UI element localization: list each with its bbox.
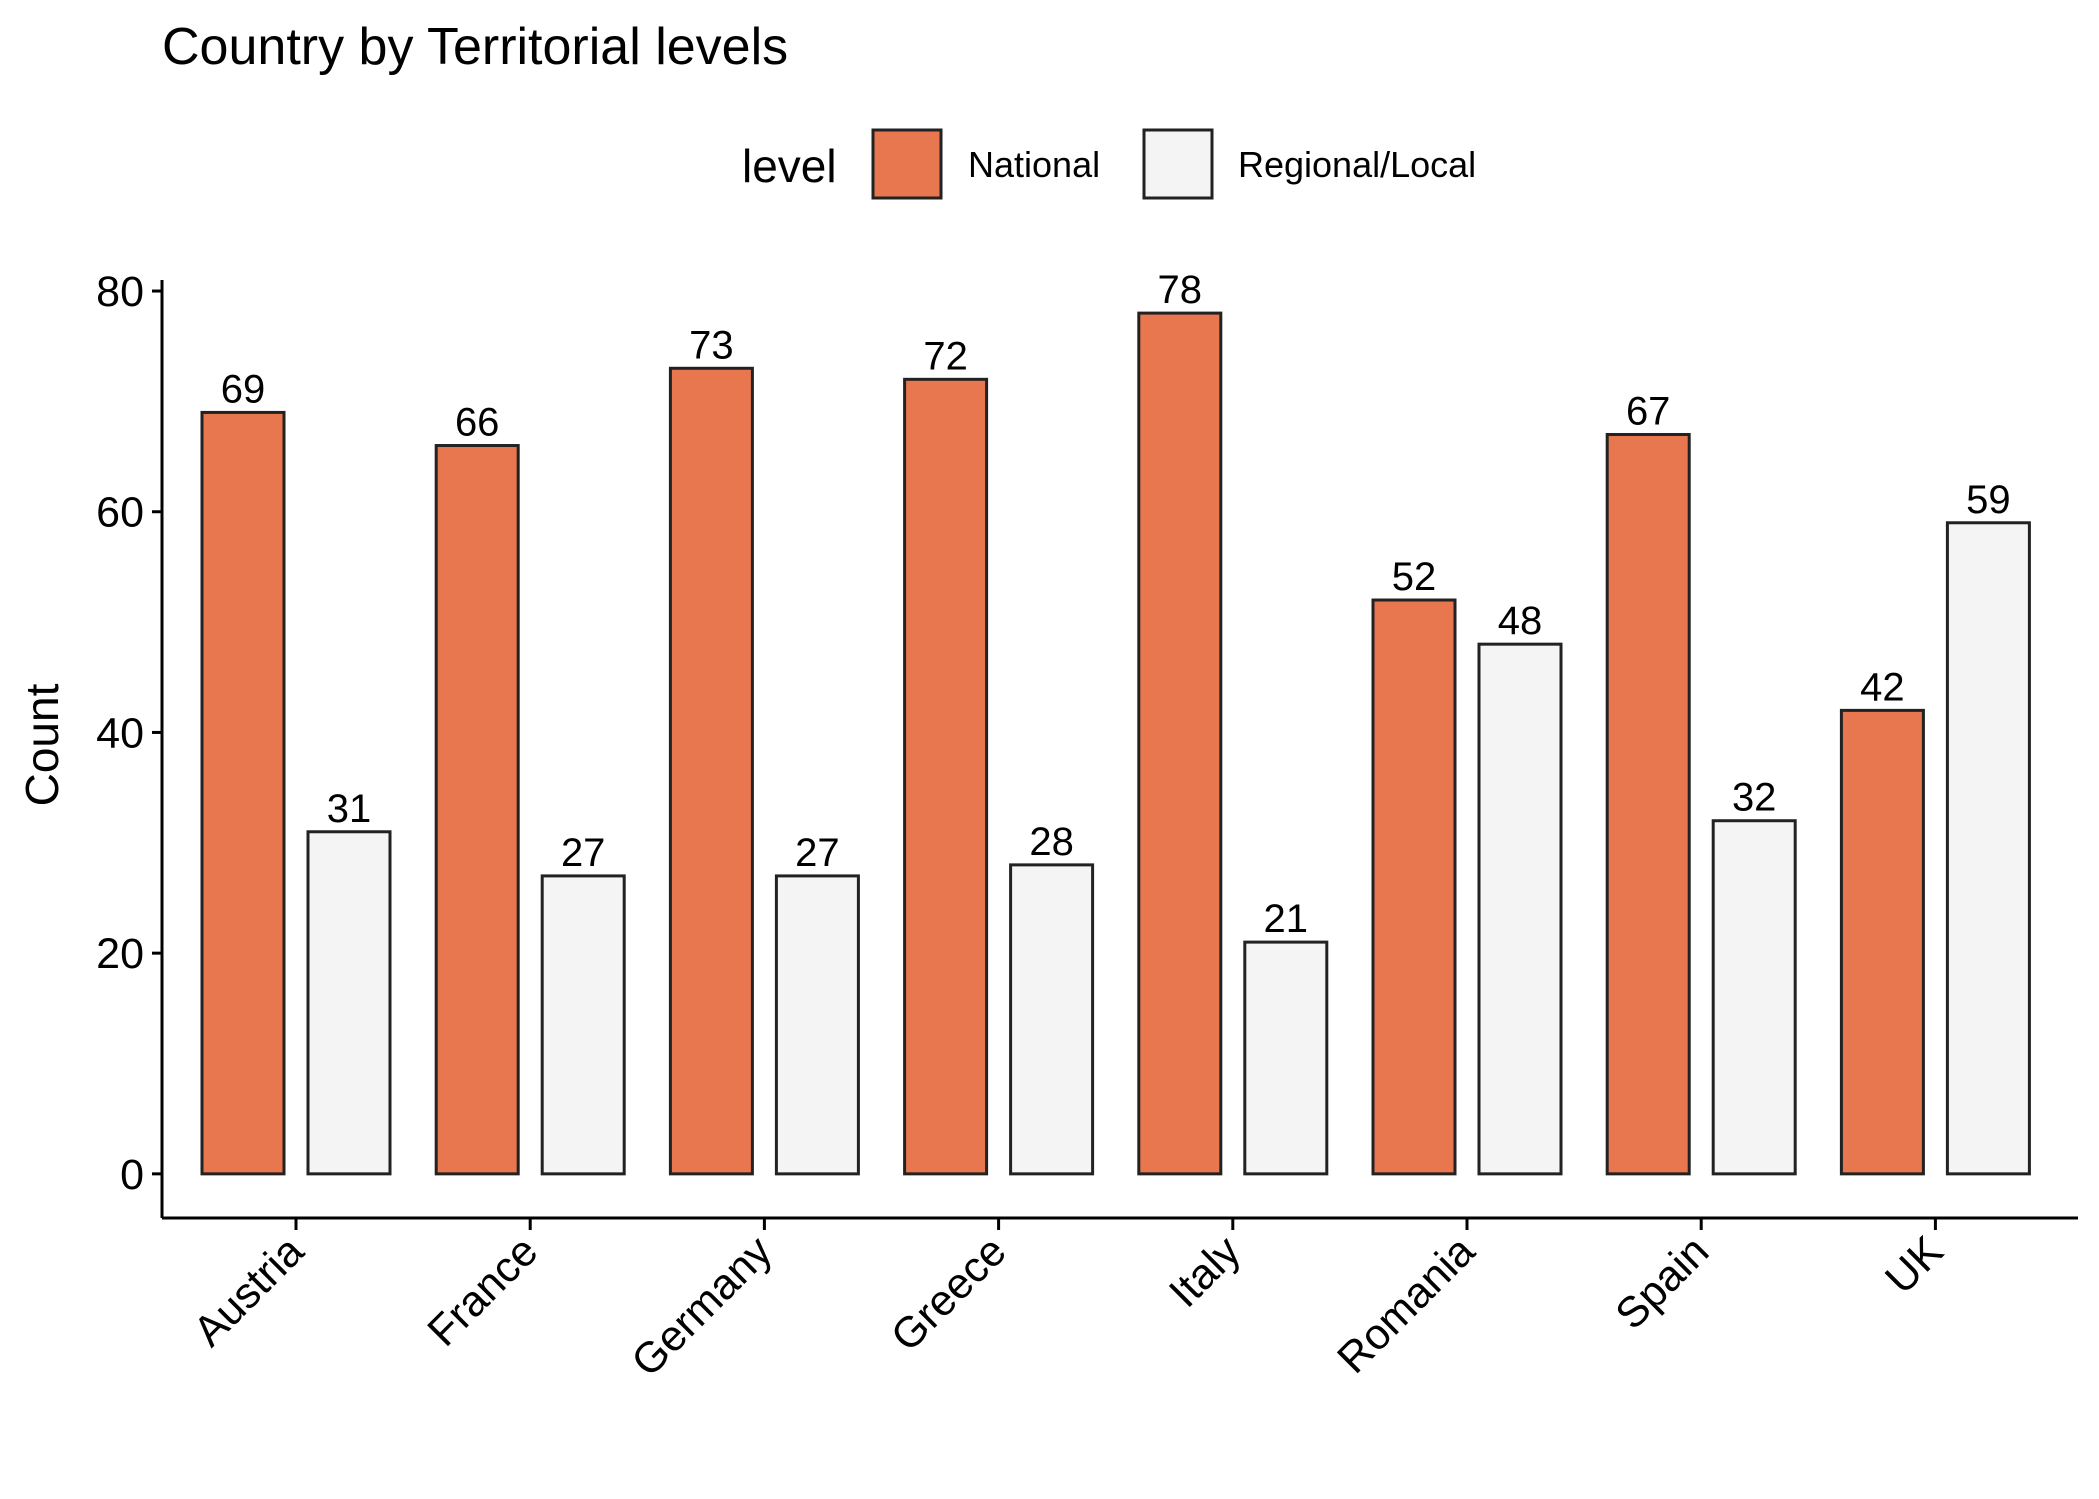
bar-uk-national — [1839, 708, 1925, 1176]
data-label-france-regional-local: 27 — [561, 831, 606, 875]
y-axis-title: Count — [16, 683, 68, 806]
bar-uk-regional-local — [1945, 521, 2031, 1176]
data-label-uk-national: 42 — [1860, 665, 1905, 709]
x-tick-label-spain: Spain — [1607, 1227, 1719, 1339]
y-tick-label-2: 40 — [96, 709, 144, 757]
x-tick-label-italy: Italy — [1160, 1227, 1250, 1317]
bar-romania-regional-local — [1477, 642, 1563, 1176]
plot-area: 0 20 40 60 80 69 31 Austria 66 27 France 73 27 German… — [96, 268, 2078, 1386]
legend-label-regional-local: Regional/Local — [1238, 144, 1476, 185]
data-label-greece-national: 72 — [923, 334, 968, 378]
data-label-spain-national: 67 — [1626, 389, 1671, 433]
x-tick-label-uk: UK — [1876, 1227, 1952, 1303]
bar-france-regional-local — [540, 874, 626, 1176]
x-tick-label-romania: Romania — [1328, 1227, 1484, 1383]
legend-key-national — [871, 128, 943, 200]
data-label-france-national: 66 — [455, 401, 500, 445]
x-tick-label-germany: Germany — [622, 1227, 781, 1386]
data-label-romania-regional-local: 48 — [1498, 599, 1543, 643]
x-tick-label-greece: Greece — [882, 1227, 1016, 1361]
data-label-italy-national: 78 — [1158, 268, 1203, 312]
bar-germany-national — [668, 366, 754, 1176]
bar-france-national — [434, 444, 520, 1176]
y-tick-label-3: 60 — [96, 489, 144, 537]
y-tick-label-1: 20 — [96, 930, 144, 978]
data-label-italy-regional-local: 21 — [1264, 897, 1309, 941]
bar-greece-national — [903, 377, 989, 1176]
bar-spain-regional-local — [1711, 819, 1797, 1176]
legend-key-regional-local — [1142, 128, 1214, 200]
y-tick-label-0: 0 — [120, 1151, 144, 1199]
data-label-uk-regional-local: 59 — [1966, 478, 2011, 522]
x-tick-label-austria: Austria — [184, 1227, 313, 1356]
chart-title: Country by Territorial levels — [162, 18, 788, 76]
data-label-greece-regional-local: 28 — [1029, 820, 1074, 864]
x-tick-label-france: France — [419, 1227, 548, 1356]
bar-austria-national — [200, 410, 286, 1176]
data-label-germany-regional-local: 27 — [795, 831, 840, 875]
data-label-germany-national: 73 — [689, 323, 734, 367]
bar-germany-regional-local — [774, 874, 860, 1176]
bar-italy-regional-local — [1243, 940, 1329, 1176]
legend: level National Regional/Local — [742, 128, 1476, 200]
data-label-austria-regional-local: 31 — [327, 787, 372, 831]
bar-romania-national — [1371, 598, 1457, 1176]
legend-label-national: National — [968, 144, 1100, 185]
bar-austria-regional-local — [306, 830, 392, 1176]
legend-title: level — [742, 140, 837, 192]
data-label-austria-national: 69 — [221, 367, 266, 411]
data-label-romania-national: 52 — [1392, 555, 1437, 599]
data-label-spain-regional-local: 32 — [1732, 776, 1777, 820]
y-tick-label-4: 80 — [96, 268, 144, 316]
bar-italy-national — [1137, 311, 1223, 1176]
bar-greece-regional-local — [1009, 863, 1095, 1176]
bar-spain-national — [1605, 432, 1691, 1176]
